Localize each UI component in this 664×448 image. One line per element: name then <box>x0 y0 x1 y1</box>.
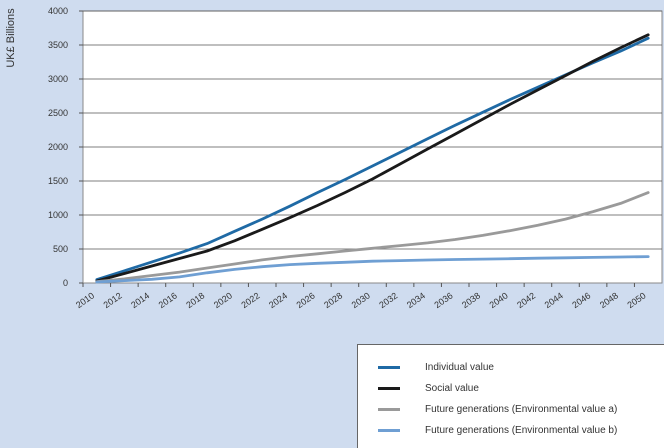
y-axis-label: UK£ Billions <box>5 8 17 68</box>
x-tick-label: 2036 <box>432 290 454 310</box>
legend-item-individual-value: Individual value <box>378 360 494 374</box>
legend-label: Future generations (Environmental value … <box>425 424 618 436</box>
legend-label: Individual value <box>425 361 494 373</box>
legend-label: Social value <box>425 382 479 394</box>
legend-swatch <box>378 428 400 432</box>
legend-item-social-value: Social value <box>378 381 479 395</box>
y-tick-label: 1500 <box>48 176 68 186</box>
x-tick-label: 2034 <box>405 290 427 310</box>
legend: Individual value Social value Future gen… <box>357 344 664 448</box>
x-tick-label: 2050 <box>625 290 647 310</box>
legend-swatch <box>378 407 400 411</box>
y-axis-ticks: 4000 3500 3000 2500 2000 1500 1000 500 0 <box>48 6 83 288</box>
legend-swatch <box>378 365 400 369</box>
y-tick-label: 4000 <box>48 6 68 16</box>
x-tick-label: 2016 <box>157 290 179 310</box>
legend-item-environmental-value-a: Future generations (Environmental value … <box>378 402 617 416</box>
legend-swatch <box>378 386 400 390</box>
legend-label: Future generations (Environmental value … <box>425 403 618 415</box>
x-tick-label: 2044 <box>543 290 565 310</box>
y-tick-label: 500 <box>53 244 68 254</box>
x-tick-label: 2028 <box>322 290 344 310</box>
y-tick-label: 3000 <box>48 74 68 84</box>
x-tick-label: 2024 <box>267 290 289 310</box>
y-tick-label: 3500 <box>48 40 68 50</box>
y-tick-label: 2500 <box>48 108 68 118</box>
x-tick-label: 2032 <box>377 290 399 310</box>
x-tick-label: 2022 <box>239 290 261 310</box>
y-tick-label: 1000 <box>48 210 68 220</box>
series-line-2 <box>95 33 650 283</box>
x-axis-ticks: 2010 2012 2014 2016 2018 2020 2022 2024 2026 2028… <box>74 283 648 310</box>
grid-lines <box>83 10 662 250</box>
x-tick-label: 2014 <box>129 290 151 310</box>
x-tick-label: 2038 <box>460 290 482 310</box>
series-line-3 <box>95 191 650 284</box>
x-tick-label: 2040 <box>488 290 510 310</box>
x-tick-label: 2012 <box>102 290 124 310</box>
y-tick-label: 2000 <box>48 142 68 152</box>
x-tick-label: 2042 <box>515 290 537 310</box>
x-tick-label: 2010 <box>74 290 96 310</box>
series-line-4 <box>95 255 650 284</box>
legend-item-environmental-value-b: Future generations (Environmental value … <box>378 423 617 437</box>
x-tick-label: 2026 <box>295 290 317 310</box>
x-tick-label: 2048 <box>598 290 620 310</box>
x-tick-label: 2030 <box>350 290 372 310</box>
y-tick-label: 0 <box>63 278 68 288</box>
x-tick-label: 2018 <box>184 290 206 310</box>
series-lines <box>95 33 650 284</box>
x-tick-label: 2046 <box>570 290 592 310</box>
x-tick-label: 2020 <box>212 290 234 310</box>
